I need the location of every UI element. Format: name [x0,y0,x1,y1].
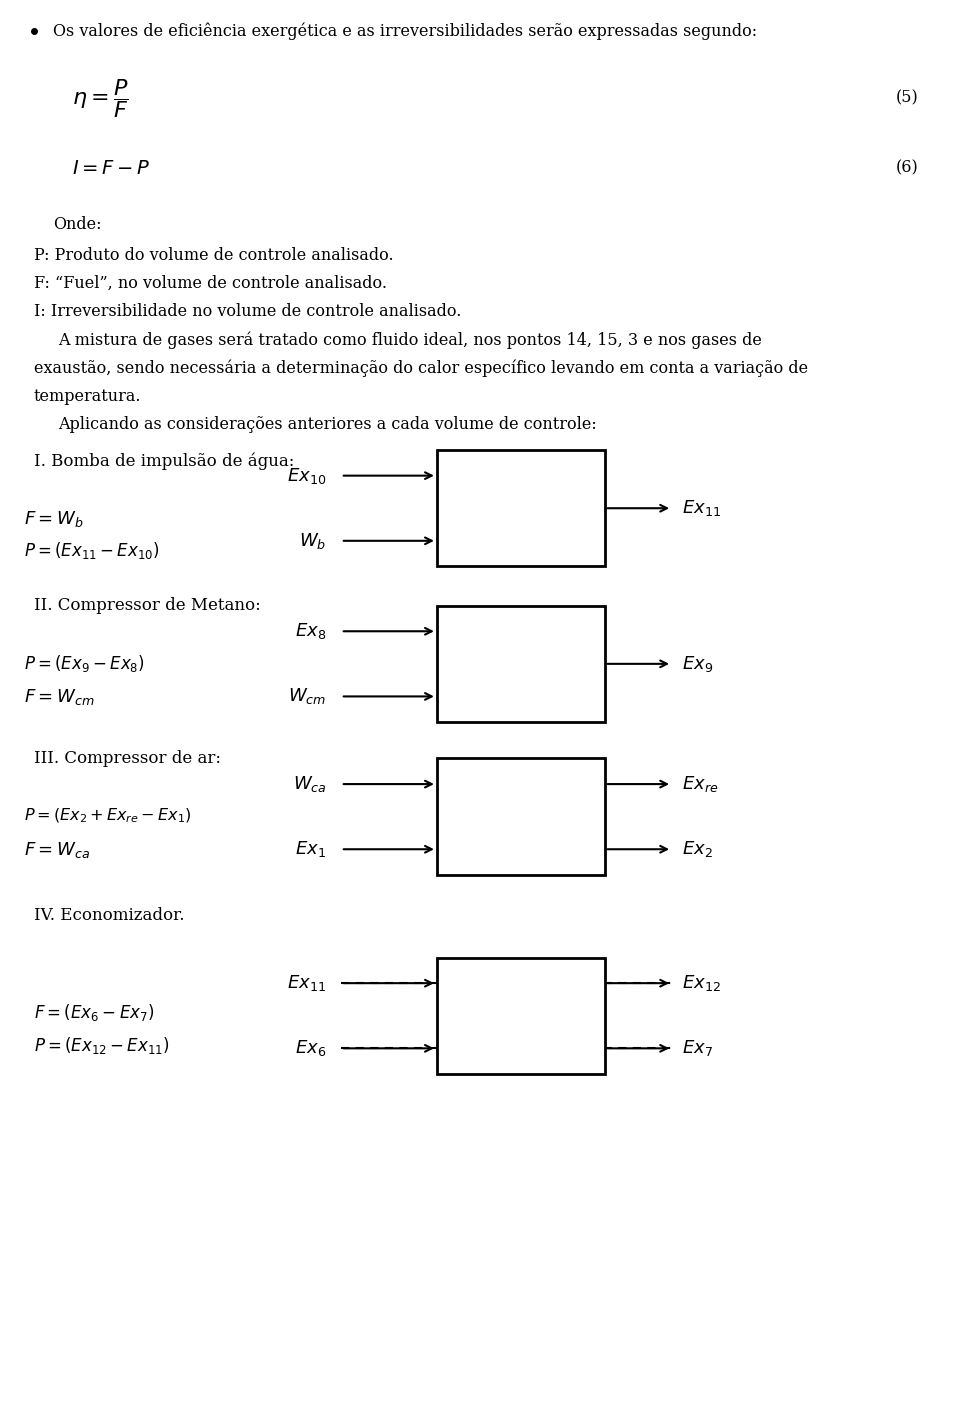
Text: $Ex_{10}$: $Ex_{10}$ [287,465,326,485]
Text: I: Irreversibilidade no volume de controle analisado.: I: Irreversibilidade no volume de contro… [34,303,461,320]
Text: $W_{cm}$: $W_{cm}$ [288,687,326,707]
Text: $P = (Ex_9 - Ex_8)$: $P = (Ex_9 - Ex_8)$ [24,653,145,673]
Text: $Ex_{re}$: $Ex_{re}$ [682,774,718,794]
Text: $Ex_7$: $Ex_7$ [682,1039,712,1059]
Text: $W_{ca}$: $W_{ca}$ [293,774,326,794]
Text: $Ex_6$: $Ex_6$ [295,1039,326,1059]
Text: Aplicando as considerações anteriores a cada volume de controle:: Aplicando as considerações anteriores a … [58,416,596,433]
Text: III. Compressor de ar:: III. Compressor de ar: [34,750,221,767]
Text: $F = (Ex_6 - Ex_7)$: $F = (Ex_6 - Ex_7)$ [34,1002,154,1022]
Text: F: “Fuel”, no volume de controle analisado.: F: “Fuel”, no volume de controle analisa… [34,275,387,292]
Text: A mistura de gases será tratado como fluido ideal, nos pontos 14, 15, 3 e nos ga: A mistura de gases será tratado como flu… [58,332,761,349]
Text: $F = W_b$: $F = W_b$ [24,509,84,529]
Text: $P = (Ex_{12} - Ex_{11})$: $P = (Ex_{12} - Ex_{11})$ [34,1036,169,1056]
Text: Onde:: Onde: [53,216,102,233]
Text: $I = F - P$: $I = F - P$ [72,158,151,178]
Bar [437,450,605,566]
Text: $Ex_{12}$: $Ex_{12}$ [682,973,720,993]
Text: (5): (5) [896,90,919,107]
Text: $F = W_{cm}$: $F = W_{cm}$ [24,687,95,707]
Text: $Ex_2$: $Ex_2$ [682,840,712,859]
Text: $F = W_{ca}$: $F = W_{ca}$ [24,840,90,859]
Text: $P = (Ex_{11} - Ex_{10})$: $P = (Ex_{11} - Ex_{10})$ [24,541,159,561]
Text: $Ex_1$: $Ex_1$ [296,840,326,859]
Text: $Ex_8$: $Ex_8$ [295,621,326,641]
Text: Os valores de eficiência exergética e as irreversibilidades serão expressadas se: Os valores de eficiência exergética e as… [53,22,756,39]
Text: $Ex_9$: $Ex_9$ [682,653,712,674]
Text: I. Bomba de impulsão de água:: I. Bomba de impulsão de água: [34,453,294,470]
Bar [437,758,605,875]
Text: II. Compressor de Metano:: II. Compressor de Metano: [34,597,260,614]
Bar [437,606,605,722]
Text: temperatura.: temperatura. [34,388,141,405]
Text: $Ex_{11}$: $Ex_{11}$ [682,498,721,519]
Text: $W_b$: $W_b$ [300,531,326,551]
Text: P: Produto do volume de controle analisado.: P: Produto do volume de controle analisa… [34,247,394,264]
Text: (6): (6) [896,160,919,177]
Text: $\eta = \dfrac{P}{F}$: $\eta = \dfrac{P}{F}$ [72,77,129,119]
Text: $P = (Ex_2 + Ex_{re} - Ex_1)$: $P = (Ex_2 + Ex_{re} - Ex_1)$ [24,806,192,826]
Text: $Ex_{11}$: $Ex_{11}$ [287,973,326,993]
Text: IV. Economizador.: IV. Economizador. [34,907,184,924]
Bar [437,958,605,1074]
Text: exaustão, sendo necessária a determinação do calor específico levando em conta a: exaustão, sendo necessária a determinaçã… [34,360,807,377]
